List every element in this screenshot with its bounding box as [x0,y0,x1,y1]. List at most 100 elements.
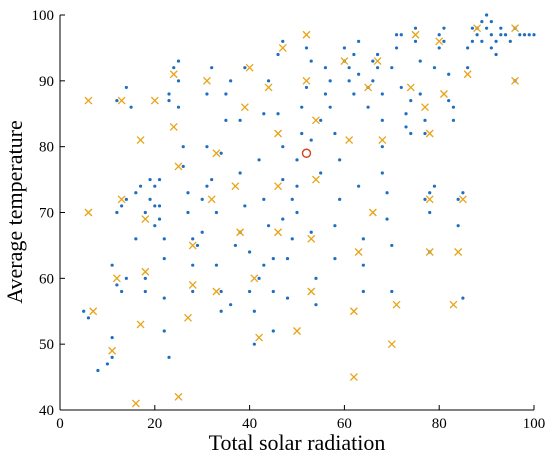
dot-point [437,46,441,50]
dot-point [357,39,361,43]
dot-point [489,46,493,50]
dot-point [153,184,157,188]
dot-point [120,289,124,294]
dot-point [532,33,536,37]
dot-point [480,19,484,24]
cross-point [406,83,415,92]
dot-point [214,210,219,215]
cross-point [378,136,387,145]
dot-point [295,158,299,162]
dot-point [176,79,181,83]
cross-point [425,129,434,138]
dot-point [191,263,195,267]
dot-point [138,184,143,188]
dot-point [162,296,166,300]
cross-point [345,136,354,145]
dot-point [157,204,162,208]
dot-point [285,256,290,261]
dot-point [451,105,456,109]
cross-point [349,373,358,382]
dot-point [451,118,456,122]
dot-point [191,237,195,241]
dot-point [162,329,166,333]
dot-point [423,131,427,136]
dot-point [115,283,119,287]
dot-point [262,263,266,267]
dot-point [290,197,294,201]
dot-point [494,52,498,57]
dot-point [157,177,162,182]
dot-point [181,145,185,149]
dot-point [328,105,332,109]
dot-point [394,33,399,37]
x-tick-label: 60 [337,416,352,432]
dot-point [200,230,204,234]
cross-point [425,248,434,256]
y-tick-label: 90 [39,74,54,90]
cross-point [184,313,192,322]
dot-point [257,276,261,280]
plot-area [82,13,536,408]
cross-point [349,307,358,316]
dot-point [148,177,152,182]
dot-point [262,197,266,201]
dot-point [447,98,451,103]
cross-point [411,30,420,39]
cross-point [188,241,197,250]
cross-point [274,182,282,191]
dot-point [281,39,285,43]
dot-point [248,250,252,254]
dot-point [110,355,114,359]
dot-point [409,131,413,136]
cross-point [174,162,183,171]
dot-point [314,303,318,307]
dot-point [224,92,228,96]
dot-point [390,243,394,248]
dot-point [428,191,432,195]
dot-point [243,204,247,208]
dot-point [252,342,256,346]
dot-point [423,197,427,201]
cross-point [274,228,282,237]
dot-point [238,171,242,175]
cross-point [117,195,126,204]
dot-point [470,39,474,43]
y-axis-title: Average temperature [2,120,27,303]
dot-point [110,335,114,340]
cross-point [188,280,197,289]
cross-point [435,37,444,46]
dot-point [176,105,181,109]
cross-point [392,300,401,309]
cross-point [112,274,121,283]
dot-point [143,276,147,280]
dot-point [129,105,133,109]
circle-point [301,148,312,158]
dot-point [432,184,437,188]
dot-point [82,309,86,313]
y-tick-label: 80 [39,140,54,156]
dot-point [86,316,91,320]
dot-point [304,46,309,50]
cross-point [511,76,519,85]
cross-point [236,228,245,237]
dot-point [167,355,171,359]
dot-point [380,92,384,96]
dot-point [295,184,299,188]
dot-point [357,184,361,188]
cross-point [307,234,316,243]
dot-point [157,217,162,221]
y-tick-label: 40 [39,403,54,419]
dot-point [456,197,460,201]
dot-point [210,177,214,182]
dot-point [466,46,470,50]
cross-point [302,30,311,39]
dot-point [413,39,418,43]
cross-point [84,96,93,105]
cross-point [84,208,93,217]
dot-point [503,33,508,37]
dot-point [124,197,128,201]
dot-point [300,105,304,109]
cross-point [340,57,349,66]
cross-point [302,76,311,85]
cross-point [250,274,259,283]
